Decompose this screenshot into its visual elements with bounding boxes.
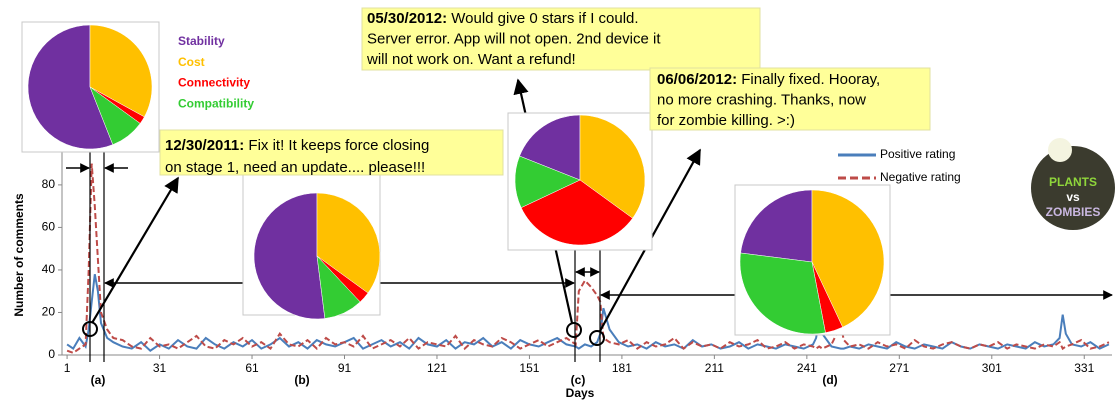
callout-text: 06/06/2012: Finally fixed. Hooray, [657,71,880,88]
y-tick-label: 0 [48,347,55,361]
callout-text: for zombie killing. >:) [657,112,795,129]
y-tick-label: 80 [42,177,56,191]
y-tick-label: 20 [42,305,56,319]
pie-slice [579,114,646,219]
pie-slice [514,155,581,209]
pie-legend-label: Compatibility [178,96,254,110]
pie-slice [519,114,581,181]
callout-text: 05/30/2012: Would give 0 stars if I coul… [367,10,639,27]
callout-line: Finally fixed. Hooray, [737,71,880,88]
callout-date: 06/06/2012: [657,71,737,88]
callout-line: no more crashing. Thanks, now [657,91,866,108]
callout-box [159,129,504,176]
callout-date: 12/30/2011: [165,137,244,154]
period-label: (d) [822,373,837,387]
callout-text: 12/30/2011: Fix it! It keeps force closi… [165,137,429,154]
x-tick-label: 331 [1074,361,1094,375]
callout-box [649,67,931,131]
x-tick-label: 151 [519,361,539,375]
callout-text: on stage 1, need an update.... please!!! [165,159,425,176]
legend-label: Negative rating [880,170,961,184]
x-tick-label: 211 [705,361,724,375]
pie-slice [520,179,633,246]
callout-line: Server error. App will not open. 2nd dev… [367,30,661,47]
data-line [66,274,1110,352]
callout-line: will not work on. Want a refund! [366,51,576,68]
pie-slice [27,24,114,150]
callout-date: 05/30/2012: [367,10,447,27]
callout-line: Fix it! It keeps force closing [244,137,429,154]
pie-slice [89,86,141,145]
pie-legend-label: Stability [178,34,225,48]
logo-text: vs [1066,190,1080,204]
y-axis-title: Number of comments [12,193,26,317]
legend-label: Positive rating [880,147,955,161]
pie-slice [89,24,153,118]
callout-text: no more crashing. Thanks, now [657,91,866,108]
callout-box [361,7,761,71]
x-tick-label: 121 [427,361,447,375]
pie-slice [739,252,826,335]
pie-slice [253,192,326,320]
logo-text: ZOMBIES [1046,205,1101,219]
y-tick-label: 40 [42,262,56,276]
pie-legend-label: Connectivity [178,76,250,90]
pie-legend-label: Cost [178,55,205,69]
callout-text: Server error. App will not open. 2nd dev… [367,30,661,47]
period-label: (b) [294,373,309,387]
pie-slice [740,189,813,263]
pie-slice [811,189,885,328]
logo: PLANTS vs ZOMBIES [1031,138,1115,230]
period-label: (c) [571,373,586,387]
callout-text: will not work on. Want a refund! [366,51,576,68]
data-line [66,163,1110,355]
x-tick-label: 271 [889,361,909,375]
x-tick-label: 31 [153,361,167,375]
callout-line: for zombie killing. >:) [657,112,795,129]
pie-slice [316,255,361,319]
callout-line: Would give 0 stars if I could. [447,10,638,27]
y-tick-label: 60 [42,220,56,234]
period-label: (a) [91,373,106,387]
pie-slice [316,192,381,294]
x-tick-label: 1 [64,361,71,375]
x-tick-label: 91 [338,361,352,375]
x-tick-label: 181 [612,361,632,375]
callout-line: on stage 1, need an update.... please!!! [165,159,425,176]
x-tick-label: 301 [982,361,1002,375]
logo-text: PLANTS [1049,175,1097,189]
x-tick-label: 241 [797,361,817,375]
x-tick-label: 61 [245,361,259,375]
x-axis-title: Days [566,386,595,400]
